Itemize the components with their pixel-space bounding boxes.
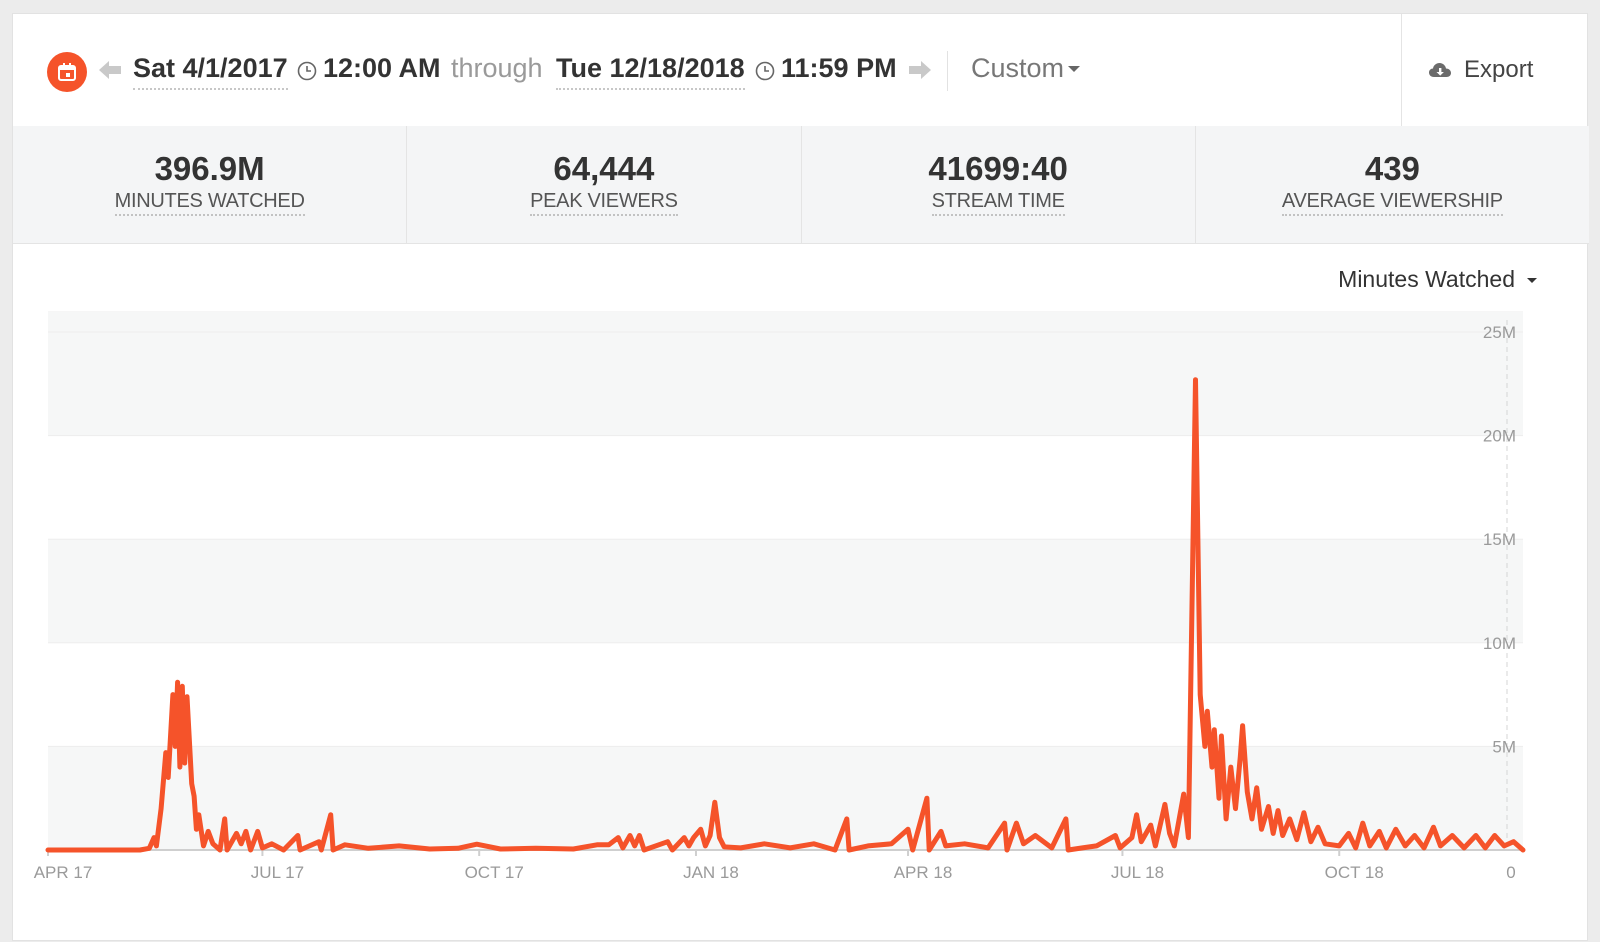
cloud-download-icon [1429,63,1451,77]
export-section: Export [1401,14,1590,126]
range-preset-dropdown[interactable]: Custom [971,50,1081,86]
stat-value: 41699:40 [928,150,1068,187]
stat-label[interactable]: AVERAGE VIEWERSHIP [1281,189,1503,216]
minutes-watched-chart: 5M 10M 15M 20M 25M APR 17 JUL 17 OCT 17 JAN 18 AP… [34,311,1526,882]
metric-dropdown[interactable]: Minutes Watched [1338,264,1537,294]
stat-label[interactable]: PEAK VIEWERS [530,189,678,216]
date-range-header: Sat 4/1/2017 12:00 AM through Tue 12/18/… [13,14,1589,127]
chevron-down-icon [1527,277,1537,283]
x-tick-label: OCT 18 [1325,863,1384,882]
stat-peak-viewers: 64,444 PEAK VIEWERS [407,126,802,243]
through-label: through [451,53,543,83]
metric-label: Minutes Watched [1338,266,1515,292]
stat-stream-time: 41699:40 STREAM TIME [802,126,1196,243]
analytics-panel: Sat 4/1/2017 12:00 AM through Tue 12/18/… [12,13,1589,941]
y-tick-label: 15M [1483,530,1516,549]
start-time[interactable]: 12:00 AM [323,53,441,83]
export-label: Export [1464,56,1534,83]
x-tick-label: OCT 17 [465,863,524,882]
x-tick-label: APR 18 [894,863,953,882]
clock-icon [755,61,775,81]
stat-value: 64,444 [553,150,655,187]
grid-band [48,746,1523,850]
stat-average-viewership: 439 AVERAGE VIEWERSHIP [1196,126,1589,243]
end-time[interactable]: 11:59 PM [781,53,897,83]
y-tick-label: 20M [1483,427,1516,446]
next-range-arrow-icon[interactable] [907,60,931,80]
export-button[interactable]: Export [1428,52,1533,88]
x-tick-label: JUL 18 [1111,863,1164,882]
x-end-label: 0 [1506,863,1515,882]
stat-value: 439 [1364,150,1420,187]
stat-minutes-watched: 396.9M MINUTES WATCHED [13,126,408,243]
x-tick-label: JAN 18 [683,863,739,882]
clock-icon [297,61,317,81]
calendar-icon [58,63,76,81]
stat-label[interactable]: MINUTES WATCHED [114,189,305,216]
y-tick-label: 5M [1492,737,1516,756]
grid-band [48,312,1523,436]
previous-range-arrow-icon[interactable] [99,60,123,80]
chevron-down-icon [1068,66,1081,72]
stat-value: 396.9M [154,150,265,187]
series-line [45,377,1526,853]
start-date[interactable]: Sat 4/1/2017 [133,50,288,90]
end-date[interactable]: Tue 12/18/2018 [556,50,745,90]
x-tick-label: APR 17 [34,863,93,882]
stats-bar: 396.9M MINUTES WATCHED 64,444 PEAK VIEWE… [13,126,1589,244]
header-divider [947,51,948,91]
calendar-button[interactable] [47,52,87,92]
y-tick-label: 25M [1483,323,1516,342]
grid-band [48,539,1523,643]
range-preset-label: Custom [971,53,1065,83]
stat-label[interactable]: STREAM TIME [931,189,1065,216]
x-tick-label: JUL 17 [251,863,304,882]
y-tick-label: 10M [1483,634,1516,653]
